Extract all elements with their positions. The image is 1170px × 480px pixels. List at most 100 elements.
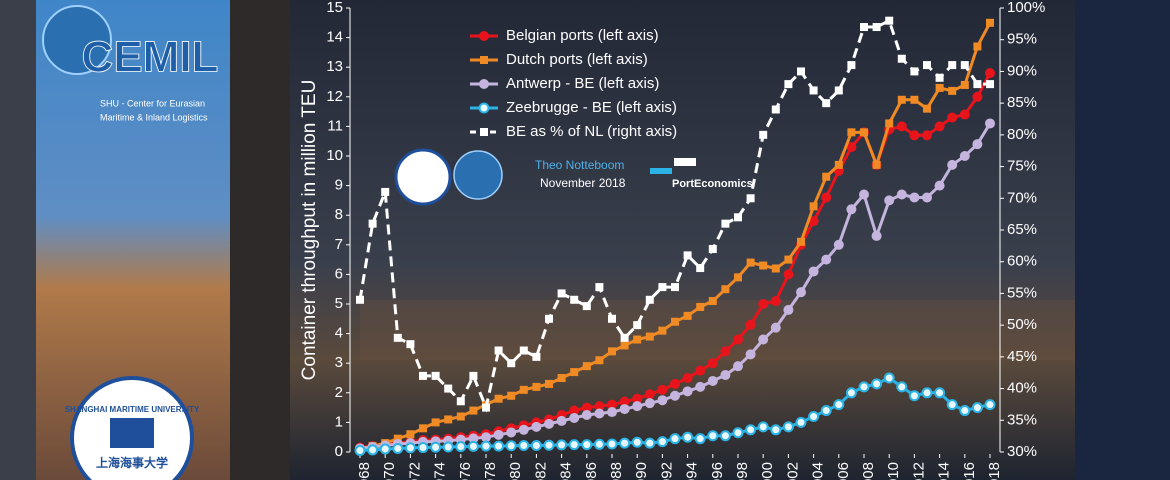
x-tick-label: 1992 <box>658 462 675 480</box>
point <box>782 421 794 433</box>
point <box>859 189 869 200</box>
x-tick-label: 1984 <box>558 462 575 480</box>
point <box>808 216 819 227</box>
point <box>897 95 906 104</box>
x-tick-label: 2006 <box>835 462 852 480</box>
photo-right <box>1075 0 1170 480</box>
point <box>644 437 656 449</box>
point <box>442 441 454 453</box>
point <box>594 408 605 419</box>
point <box>479 31 489 41</box>
point <box>885 16 894 25</box>
x-tick-label: 1972 <box>406 462 423 480</box>
x-tick-label: 1976 <box>457 462 474 480</box>
y-tick-label: 6 <box>335 265 343 282</box>
point <box>972 91 983 102</box>
point <box>935 83 944 92</box>
point <box>707 375 718 386</box>
point <box>519 385 528 394</box>
y2-tick-label: 70% <box>1007 189 1037 206</box>
point <box>808 410 820 422</box>
point <box>570 295 579 304</box>
point <box>455 441 467 453</box>
point <box>619 437 631 449</box>
x-tick-label: 1986 <box>583 462 600 480</box>
point <box>444 415 453 424</box>
point <box>368 219 377 228</box>
point <box>530 439 542 451</box>
point <box>783 269 794 280</box>
point <box>532 382 541 391</box>
point <box>745 424 757 436</box>
point <box>846 142 857 153</box>
point <box>356 295 364 304</box>
shu-small-seal <box>394 148 452 206</box>
y-tick-label: 15 <box>326 0 343 16</box>
point <box>734 213 742 222</box>
point <box>619 396 630 407</box>
x-tick-label: 2018 <box>986 462 1003 480</box>
point <box>959 151 970 161</box>
y-tick-label: 2 <box>335 384 343 401</box>
x-tick-label: 2014 <box>936 462 953 480</box>
point <box>707 358 718 369</box>
point <box>494 346 503 355</box>
point <box>519 346 528 355</box>
point <box>619 404 630 415</box>
point <box>406 340 415 349</box>
point <box>417 442 429 454</box>
x-tick-label: 1980 <box>507 462 524 480</box>
point <box>570 368 579 377</box>
point <box>354 445 366 457</box>
point <box>858 381 870 393</box>
point <box>406 430 415 439</box>
point <box>909 192 920 203</box>
point <box>860 23 868 32</box>
point <box>770 424 782 436</box>
point <box>379 443 391 455</box>
point <box>569 405 580 416</box>
date: November 2018 <box>540 176 626 190</box>
point <box>404 442 416 454</box>
y2-tick-label: 45% <box>1007 348 1037 365</box>
point <box>595 356 604 365</box>
point <box>973 42 982 51</box>
y-tick-label: 9 <box>335 177 343 194</box>
point <box>543 439 555 451</box>
x-tick-label: 2012 <box>910 462 927 480</box>
point <box>795 416 807 428</box>
point <box>696 302 705 311</box>
point <box>757 421 769 433</box>
point <box>632 401 643 412</box>
y2-tick-label: 30% <box>1007 443 1037 460</box>
point <box>671 317 679 326</box>
point <box>935 73 944 82</box>
point <box>695 381 706 392</box>
point <box>923 104 931 113</box>
point <box>973 80 982 89</box>
point <box>456 412 465 421</box>
point <box>896 189 907 200</box>
point <box>834 86 843 95</box>
point <box>784 255 793 264</box>
point <box>644 389 655 400</box>
point <box>393 333 402 342</box>
point <box>657 395 668 406</box>
point <box>493 440 505 452</box>
logo-caption: SHU - Center for Eurasian <box>100 98 205 108</box>
point <box>721 219 730 228</box>
point <box>544 418 554 429</box>
y2-tick-label: 85% <box>1007 94 1037 111</box>
point <box>430 441 442 453</box>
x-tick-label: 2016 <box>961 462 978 480</box>
point <box>682 386 693 397</box>
point <box>984 399 996 411</box>
point <box>720 346 731 357</box>
shu-ship <box>110 418 154 448</box>
point <box>480 56 488 64</box>
cemil-small-globe <box>453 150 503 200</box>
point <box>872 23 881 32</box>
point <box>493 429 504 440</box>
y-axis-title: Container throughput in million TEU <box>299 80 320 381</box>
y-tick-label: 11 <box>327 117 343 134</box>
